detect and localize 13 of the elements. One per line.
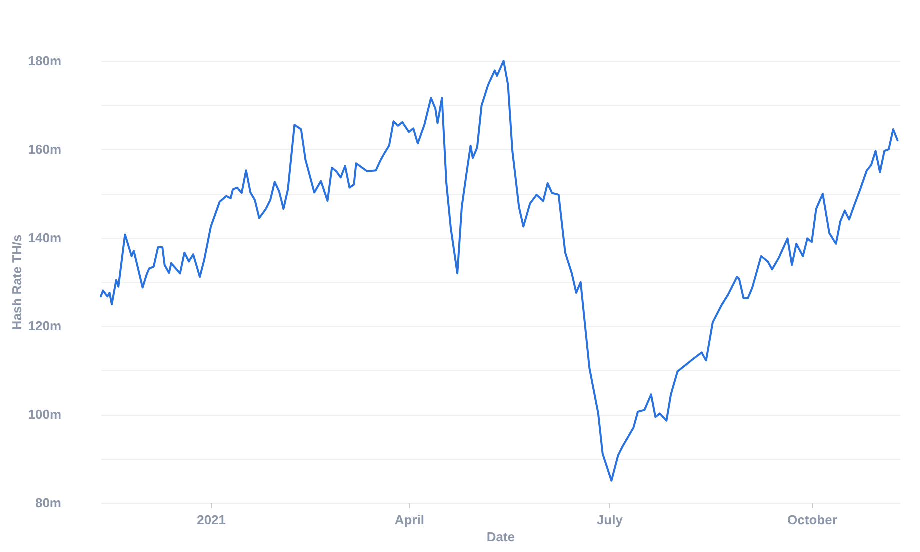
y-tick-label: 80m — [35, 496, 62, 510]
y-tick-label: 100m — [28, 407, 62, 422]
x-tick-label: October — [788, 512, 838, 528]
y-tick-label: 120m — [28, 318, 62, 334]
x-tick-label: July — [596, 512, 624, 528]
x-tick-label: April — [394, 512, 424, 528]
x-axis-title: Date — [486, 530, 516, 544]
y-axis-title: Hash Rate TH/s — [9, 234, 24, 330]
line-series — [100, 60, 899, 482]
y-tick-label: 140m — [28, 230, 62, 246]
y-tick-label: 180m — [28, 54, 62, 68]
x-tick-label: 2021 — [197, 512, 226, 528]
y-tick-label: 160m — [28, 142, 62, 157]
